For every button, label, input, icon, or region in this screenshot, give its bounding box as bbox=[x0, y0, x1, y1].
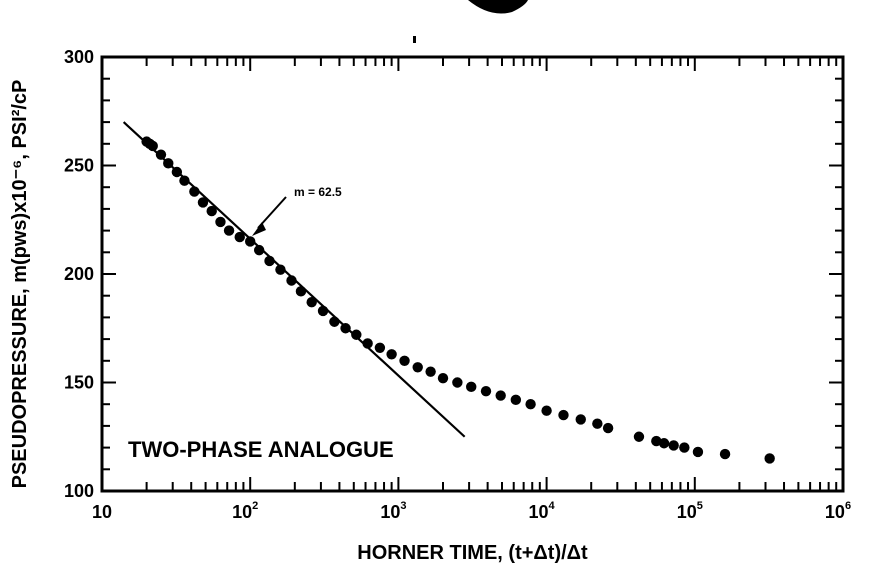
slope-label: m = 62.5 bbox=[294, 185, 342, 199]
tick-marks bbox=[101, 56, 843, 492]
data-point bbox=[719, 448, 731, 460]
data-point bbox=[658, 438, 670, 449]
data-point bbox=[171, 166, 183, 178]
data-point bbox=[286, 275, 297, 286]
data-point bbox=[189, 186, 200, 197]
data-point bbox=[234, 231, 245, 243]
y-tick-label: 100 bbox=[64, 481, 94, 501]
data-point bbox=[452, 377, 463, 388]
data-point bbox=[179, 175, 190, 186]
data-point bbox=[264, 255, 275, 267]
y-tick-label: 300 bbox=[64, 47, 94, 67]
slope-arrowhead bbox=[252, 222, 266, 236]
data-point bbox=[275, 264, 286, 275]
x-tick-labels: 10 102 103 104 105 106 bbox=[92, 500, 851, 522]
data-point bbox=[223, 225, 235, 236]
data-point bbox=[602, 422, 614, 434]
data-point bbox=[317, 305, 329, 317]
x-tick-label: 10 bbox=[92, 502, 112, 522]
data-point bbox=[399, 355, 410, 366]
data-point bbox=[437, 372, 449, 384]
data-point bbox=[340, 323, 351, 334]
y-tick-label: 150 bbox=[64, 373, 94, 393]
x-tick-label: 102 bbox=[232, 500, 258, 522]
data-point bbox=[374, 342, 386, 353]
y-tick-label: 200 bbox=[64, 264, 94, 284]
y-tick-label: 250 bbox=[64, 156, 94, 176]
data-point bbox=[155, 149, 167, 160]
x-tick-label: 106 bbox=[825, 500, 851, 522]
y-axis-title: PSEUDOPRESSURE, m(pws)x10⁻⁶, PSI²/cP bbox=[9, 80, 31, 489]
x-tick-label: 105 bbox=[677, 500, 703, 522]
plot-frame bbox=[100, 55, 845, 493]
x-tick-label: 104 bbox=[529, 500, 556, 522]
data-point bbox=[575, 414, 586, 425]
data-point bbox=[592, 418, 603, 429]
data-points bbox=[141, 136, 775, 464]
data-point bbox=[245, 236, 256, 247]
data-point bbox=[206, 205, 217, 217]
data-point bbox=[692, 446, 704, 458]
data-point bbox=[510, 394, 522, 406]
data-point bbox=[329, 316, 340, 327]
data-point bbox=[558, 409, 569, 421]
y-tick-labels: 100 150 200 250 300 bbox=[64, 47, 94, 501]
scan-artifact-dot bbox=[413, 36, 416, 43]
data-point bbox=[541, 405, 552, 416]
data-point bbox=[163, 158, 174, 169]
data-point bbox=[633, 431, 645, 442]
x-axis-title: HORNER TIME, (t+Δt)/Δt bbox=[357, 542, 588, 564]
data-point bbox=[386, 349, 397, 360]
data-point bbox=[351, 329, 362, 340]
data-point bbox=[764, 453, 775, 464]
data-point bbox=[466, 381, 477, 393]
data-point bbox=[362, 338, 373, 349]
data-point bbox=[215, 216, 226, 228]
slope-arrow bbox=[257, 196, 287, 229]
data-point bbox=[480, 385, 492, 397]
two-phase-annotation: TWO-PHASE ANALOGUE bbox=[128, 437, 394, 462]
data-point bbox=[668, 440, 679, 451]
data-point bbox=[253, 244, 265, 256]
data-point bbox=[525, 399, 536, 410]
data-point bbox=[147, 140, 158, 152]
data-point bbox=[425, 366, 436, 377]
data-point bbox=[306, 297, 317, 308]
data-point bbox=[197, 197, 209, 208]
data-point bbox=[412, 362, 423, 373]
scan-artifact bbox=[468, 0, 528, 14]
data-point bbox=[679, 442, 690, 453]
data-point bbox=[495, 390, 506, 401]
x-tick-label: 103 bbox=[380, 500, 406, 522]
data-point bbox=[295, 286, 307, 297]
